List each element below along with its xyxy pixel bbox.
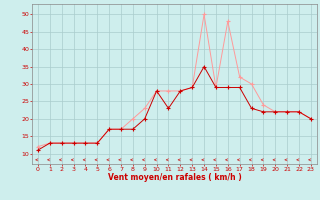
X-axis label: Vent moyen/en rafales ( km/h ): Vent moyen/en rafales ( km/h ) xyxy=(108,173,241,182)
